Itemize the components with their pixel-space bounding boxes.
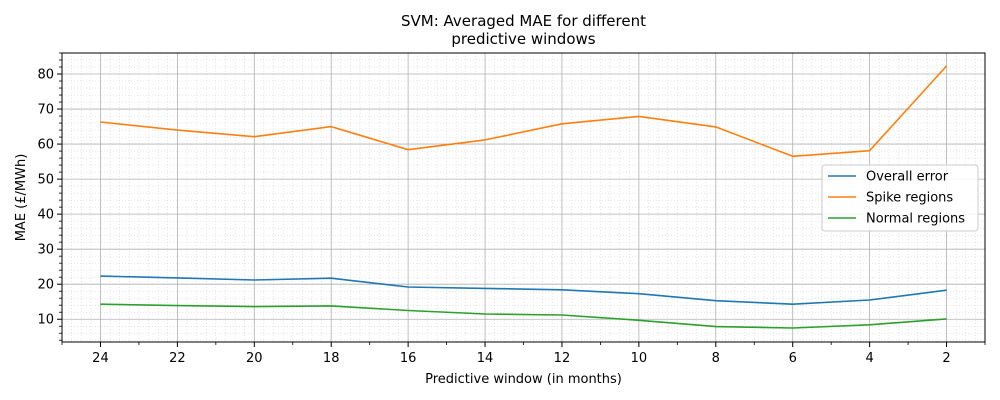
y-tick-label: 30 bbox=[37, 243, 54, 258]
series-line-normal-regions bbox=[100, 303, 947, 329]
y-axis-label: MAE (£/MWh) bbox=[14, 154, 29, 242]
x-tick-label: 8 bbox=[712, 351, 720, 366]
legend-label: Overall error bbox=[866, 170, 949, 185]
x-tick-label: 22 bbox=[169, 351, 186, 366]
y-tick-label: 60 bbox=[37, 138, 54, 153]
y-tick-label: 10 bbox=[37, 313, 54, 328]
x-axis-label: Predictive window (in months) bbox=[425, 372, 622, 387]
y-tick-label: 20 bbox=[37, 278, 54, 293]
x-tick-label: 10 bbox=[631, 351, 648, 366]
y-tick-label: 40 bbox=[37, 208, 54, 223]
series-layer bbox=[100, 65, 948, 329]
x-tick-label: 14 bbox=[477, 351, 494, 366]
x-tick-label: 6 bbox=[789, 351, 797, 366]
legend-label: Normal regions bbox=[866, 212, 965, 227]
x-tick-label: 16 bbox=[400, 351, 417, 366]
x-tick-label: 18 bbox=[323, 351, 340, 366]
x-tick-label: 24 bbox=[92, 351, 109, 366]
series-line-spike-regions bbox=[100, 65, 948, 158]
legend-label: Spike regions bbox=[866, 191, 953, 206]
chart-title-line-2: predictive windows bbox=[451, 30, 595, 48]
y-tick-label: 50 bbox=[37, 173, 54, 188]
legend: Overall error Spike regions Normal regions bbox=[821, 164, 979, 232]
x-tick-label: 4 bbox=[865, 351, 873, 366]
x-tick-label: 2 bbox=[942, 351, 950, 366]
x-tick-label: 20 bbox=[246, 351, 263, 366]
y-tick-label: 70 bbox=[37, 103, 54, 118]
series-line-overall-error bbox=[100, 275, 947, 306]
tick-layer: 24 22 20 18 16 14 12 10 8 6 4 2 10 20 30 40 50 60 70 80 bbox=[37, 52, 986, 366]
y-tick-label: 80 bbox=[37, 68, 54, 83]
legend-box bbox=[821, 164, 979, 232]
chart-title-line-1: SVM: Averaged MAE for different bbox=[401, 12, 646, 30]
x-tick-label: 12 bbox=[554, 351, 571, 366]
